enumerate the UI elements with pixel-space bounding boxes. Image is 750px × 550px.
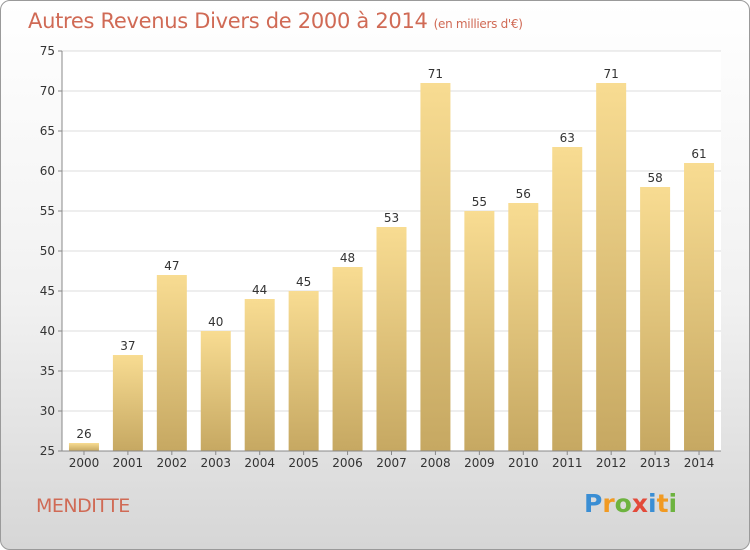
bar xyxy=(420,83,451,451)
bar xyxy=(508,203,539,451)
x-tick-label: 2008 xyxy=(420,456,451,470)
bar-value-label: 53 xyxy=(384,211,399,225)
x-tick-label: 2006 xyxy=(332,456,363,470)
y-tick-label: 75 xyxy=(40,44,55,58)
bar-value-label: 37 xyxy=(120,339,135,353)
bar xyxy=(156,275,187,451)
logo-letter: x xyxy=(631,489,648,518)
y-tick-label: 25 xyxy=(40,444,55,458)
logo-letter: P xyxy=(584,489,603,518)
x-tick-label: 2005 xyxy=(288,456,319,470)
bar-value-label: 56 xyxy=(516,187,531,201)
y-tick-label: 65 xyxy=(40,124,55,138)
x-tick-label: 2014 xyxy=(684,456,715,470)
x-tick-label: 2009 xyxy=(464,456,495,470)
bar xyxy=(376,227,407,451)
bar xyxy=(332,267,363,451)
bar xyxy=(552,147,583,451)
logo-letter: i xyxy=(648,489,657,518)
y-tick-label: 50 xyxy=(40,244,55,258)
bar xyxy=(200,331,231,451)
logo-letter: o xyxy=(614,489,632,518)
bar-value-label: 47 xyxy=(164,259,179,273)
bar-value-label: 63 xyxy=(560,131,575,145)
bar-value-label: 71 xyxy=(428,67,443,81)
bar-value-label: 48 xyxy=(340,251,355,265)
x-tick-label: 2010 xyxy=(508,456,539,470)
bar xyxy=(464,211,495,451)
y-tick-label: 40 xyxy=(40,324,55,338)
bar-value-label: 45 xyxy=(296,275,311,289)
bar xyxy=(112,355,143,451)
bar xyxy=(640,187,671,451)
y-tick-label: 35 xyxy=(40,364,55,378)
x-tick-label: 2013 xyxy=(640,456,671,470)
x-tick-label: 2003 xyxy=(200,456,231,470)
x-tick-label: 2001 xyxy=(113,456,144,470)
bar xyxy=(684,163,715,451)
y-tick-label: 45 xyxy=(40,284,55,298)
y-tick-label: 70 xyxy=(40,84,55,98)
bar-value-label: 71 xyxy=(604,67,619,81)
x-tick-label: 2012 xyxy=(596,456,627,470)
x-tick-label: 2004 xyxy=(244,456,275,470)
chart-title: Autres Revenus Divers de 2000 à 2014 (en … xyxy=(28,9,523,33)
bar-value-label: 44 xyxy=(252,283,267,297)
bar-value-label: 61 xyxy=(691,147,706,161)
commune-name: MENDITTE xyxy=(36,495,130,517)
logo-letter: t xyxy=(656,489,669,518)
x-tick-label: 2011 xyxy=(552,456,583,470)
bar xyxy=(68,443,99,451)
x-tick-label: 2007 xyxy=(376,456,407,470)
logo-letter: i xyxy=(668,489,678,518)
y-tick-label: 55 xyxy=(40,204,55,218)
logo-letter: r xyxy=(602,489,615,518)
bar xyxy=(288,291,319,451)
bar-value-label: 55 xyxy=(472,195,487,209)
y-tick-label: 60 xyxy=(40,164,55,178)
title-text: Autres Revenus Divers de 2000 à 2014 xyxy=(28,9,428,33)
x-tick-label: 2002 xyxy=(157,456,188,470)
bar xyxy=(244,299,275,451)
bar xyxy=(596,83,627,451)
bar-value-label: 58 xyxy=(647,171,662,185)
x-tick-label: 2000 xyxy=(69,456,100,470)
chart-subtitle: (en milliers d'€) xyxy=(433,17,523,31)
bar-value-label: 40 xyxy=(208,315,223,329)
proxiti-logo: Proxiti xyxy=(584,489,677,518)
bar-value-label: 26 xyxy=(76,427,91,441)
y-tick-label: 30 xyxy=(40,404,55,418)
